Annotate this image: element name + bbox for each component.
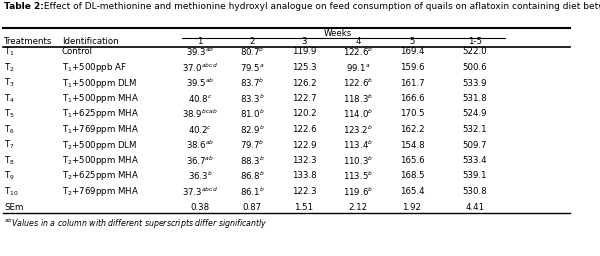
Text: 500.6: 500.6	[463, 63, 487, 72]
Text: 168.5: 168.5	[400, 172, 424, 180]
Text: 122.9: 122.9	[292, 141, 316, 150]
Text: 79.5$^{a}$: 79.5$^{a}$	[240, 62, 264, 73]
Text: 4: 4	[355, 37, 361, 47]
Text: 533.4: 533.4	[463, 156, 487, 165]
Text: $^{ab}$Values in a column with different superscripts differ significantly: $^{ab}$Values in a column with different…	[4, 217, 268, 231]
Text: 81.0$^{b}$: 81.0$^{b}$	[239, 108, 265, 120]
Text: Effect of DL-methionine and methionine hydroxyl analogue on feed consumption of : Effect of DL-methionine and methionine h…	[41, 2, 600, 11]
Text: 122.6: 122.6	[292, 125, 316, 134]
Text: 37.3$^{abcd}$: 37.3$^{abcd}$	[182, 185, 218, 198]
Text: 80.7$^{b}$: 80.7$^{b}$	[240, 46, 264, 58]
Text: Treatments: Treatments	[4, 37, 52, 47]
Text: SEm: SEm	[4, 202, 23, 211]
Text: 122.6$^{b}$: 122.6$^{b}$	[343, 46, 373, 58]
Text: 39.3$^{ab}$: 39.3$^{ab}$	[186, 46, 214, 58]
Text: T$_8$: T$_8$	[4, 154, 15, 167]
Text: 83.3$^{b}$: 83.3$^{b}$	[239, 92, 265, 105]
Text: 37.0$^{abcd}$: 37.0$^{abcd}$	[182, 61, 218, 74]
Text: 114.0$^{b}$: 114.0$^{b}$	[343, 108, 373, 120]
Text: 123.2$^{b}$: 123.2$^{b}$	[343, 123, 373, 136]
Text: 82.9$^{b}$: 82.9$^{b}$	[239, 123, 265, 136]
Text: 533.9: 533.9	[463, 79, 487, 88]
Text: 38.9$^{bcab}$: 38.9$^{bcab}$	[182, 108, 218, 120]
Text: 122.7: 122.7	[292, 94, 316, 103]
Text: 113.5$^{b}$: 113.5$^{b}$	[343, 170, 373, 182]
Text: 1: 1	[197, 37, 203, 47]
Text: Weeks: Weeks	[323, 28, 352, 37]
Text: 524.9: 524.9	[463, 110, 487, 119]
Text: 132.3: 132.3	[292, 156, 316, 165]
Text: 539.1: 539.1	[463, 172, 487, 180]
Text: 3: 3	[301, 37, 307, 47]
Text: 165.4: 165.4	[400, 187, 424, 196]
Text: 118.3$^{b}$: 118.3$^{b}$	[343, 92, 373, 105]
Text: 126.2: 126.2	[292, 79, 316, 88]
Text: 530.8: 530.8	[463, 187, 487, 196]
Text: 119.6$^{b}$: 119.6$^{b}$	[343, 185, 373, 198]
Text: 0.38: 0.38	[190, 202, 209, 211]
Text: T$_2$: T$_2$	[4, 61, 14, 74]
Text: 522.0: 522.0	[463, 48, 487, 57]
Text: 38.6$^{ab}$: 38.6$^{ab}$	[186, 139, 214, 151]
Text: Identification: Identification	[62, 37, 119, 47]
Text: 1.51: 1.51	[295, 202, 314, 211]
Text: 1.92: 1.92	[403, 202, 421, 211]
Text: 161.7: 161.7	[400, 79, 424, 88]
Text: 36.3$^{b}$: 36.3$^{b}$	[188, 170, 212, 182]
Text: 36.7$^{ab}$: 36.7$^{ab}$	[186, 154, 214, 167]
Text: 532.1: 532.1	[463, 125, 487, 134]
Text: 119.9: 119.9	[292, 48, 316, 57]
Text: 40.8$^{c}$: 40.8$^{c}$	[188, 93, 212, 104]
Text: 79.7$^{b}$: 79.7$^{b}$	[240, 139, 264, 151]
Text: 99.1$^{a}$: 99.1$^{a}$	[346, 62, 370, 73]
Text: Table 2:: Table 2:	[4, 2, 44, 11]
Text: 120.2: 120.2	[292, 110, 316, 119]
Text: 169.4: 169.4	[400, 48, 424, 57]
Text: 170.5: 170.5	[400, 110, 424, 119]
Text: 88.3$^{b}$: 88.3$^{b}$	[239, 154, 265, 167]
Text: 2.12: 2.12	[349, 202, 368, 211]
Text: T$_1$+500ppb AF: T$_1$+500ppb AF	[62, 61, 127, 74]
Text: 1-5: 1-5	[468, 37, 482, 47]
Text: 110.3$^{b}$: 110.3$^{b}$	[343, 154, 373, 167]
Text: 113.4$^{b}$: 113.4$^{b}$	[343, 139, 373, 151]
Text: T$_3$: T$_3$	[4, 77, 14, 89]
Text: T$_5$: T$_5$	[4, 108, 14, 120]
Text: 122.3: 122.3	[292, 187, 316, 196]
Text: 0.87: 0.87	[242, 202, 262, 211]
Text: T$_2$+769ppm MHA: T$_2$+769ppm MHA	[62, 185, 139, 198]
Text: 125.3: 125.3	[292, 63, 316, 72]
Text: 162.2: 162.2	[400, 125, 424, 134]
Text: 159.6: 159.6	[400, 63, 424, 72]
Text: T$_1$: T$_1$	[4, 46, 14, 58]
Text: T$_1$+500ppm DLM: T$_1$+500ppm DLM	[62, 77, 137, 90]
Text: 86.1$^{b}$: 86.1$^{b}$	[239, 185, 265, 198]
Text: Control: Control	[62, 48, 93, 57]
Text: T$_2$+500ppm DLM: T$_2$+500ppm DLM	[62, 138, 137, 152]
Text: T$_6$: T$_6$	[4, 123, 15, 136]
Text: T$_1$+769ppm MHA: T$_1$+769ppm MHA	[62, 123, 139, 136]
Text: 40.2$^{c}$: 40.2$^{c}$	[188, 124, 212, 135]
Text: T$_2$+500ppm MHA: T$_2$+500ppm MHA	[62, 154, 139, 167]
Text: T$_9$: T$_9$	[4, 170, 15, 182]
Text: 509.7: 509.7	[463, 141, 487, 150]
Text: 531.8: 531.8	[463, 94, 487, 103]
Text: 165.6: 165.6	[400, 156, 424, 165]
Text: 154.8: 154.8	[400, 141, 424, 150]
Text: T$_1$+500ppm MHA: T$_1$+500ppm MHA	[62, 92, 139, 105]
Text: T$_{10}$: T$_{10}$	[4, 185, 19, 198]
Text: T$_1$+625ppm MHA: T$_1$+625ppm MHA	[62, 108, 139, 121]
Text: T$_2$+625ppm MHA: T$_2$+625ppm MHA	[62, 169, 139, 183]
Text: T$_7$: T$_7$	[4, 139, 14, 151]
Text: 2: 2	[249, 37, 255, 47]
Text: 5: 5	[409, 37, 415, 47]
Text: T$_4$: T$_4$	[4, 92, 15, 105]
Text: 86.8$^{b}$: 86.8$^{b}$	[240, 170, 264, 182]
Text: 4.41: 4.41	[466, 202, 485, 211]
Text: 133.8: 133.8	[292, 172, 316, 180]
Text: 39.5$^{ab}$: 39.5$^{ab}$	[186, 77, 214, 89]
Text: 166.6: 166.6	[400, 94, 424, 103]
Text: 122.6$^{b}$: 122.6$^{b}$	[343, 77, 373, 89]
Text: 83.7$^{b}$: 83.7$^{b}$	[240, 77, 264, 89]
